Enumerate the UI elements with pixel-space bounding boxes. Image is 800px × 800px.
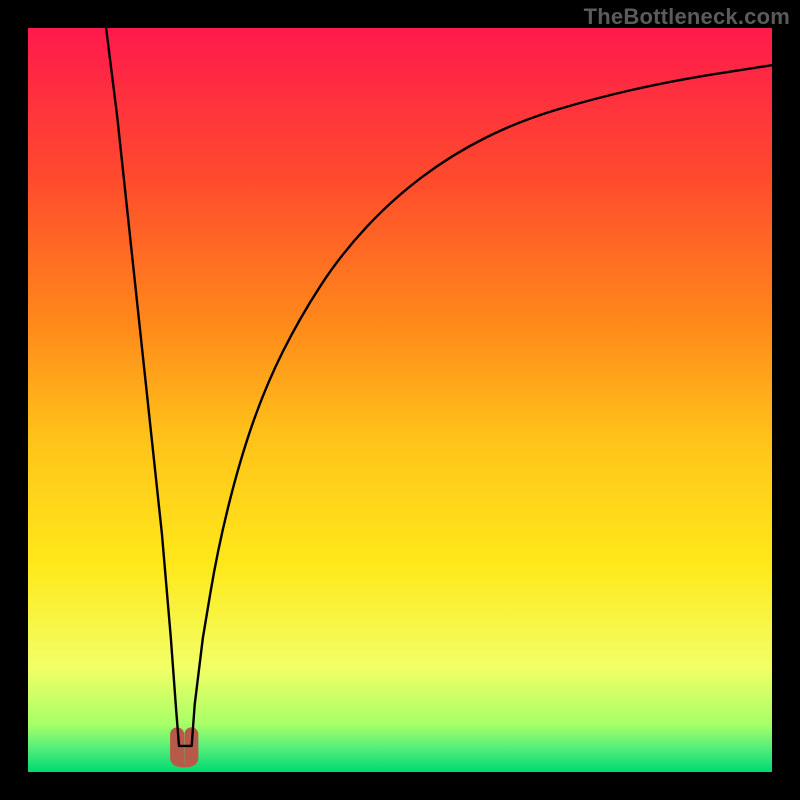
- watermark-text: TheBottleneck.com: [584, 0, 800, 30]
- bottleneck-curve-chart: [0, 0, 800, 800]
- gradient-background: [28, 28, 772, 772]
- chart-container: TheBottleneck.com: [0, 0, 800, 800]
